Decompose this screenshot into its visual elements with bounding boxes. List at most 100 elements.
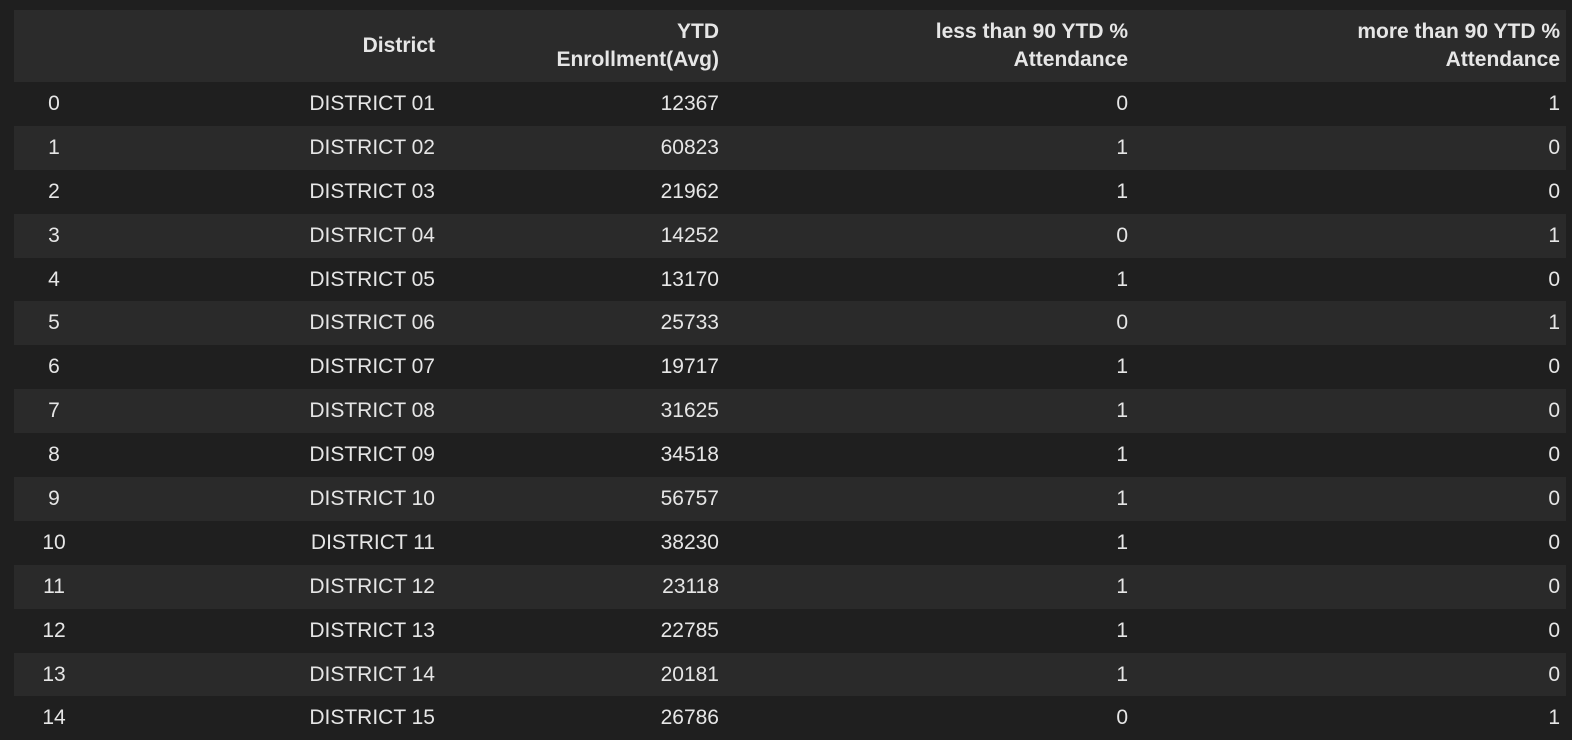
row-index: 2 [48,179,60,203]
district-cell: DISTRICT 07 [309,355,435,379]
table-row: 11 DISTRICT 12 23118 1 0 [14,564,1566,609]
more-than-90-cell: 1 [1548,91,1560,115]
enrollment-cell: 19717 [660,355,719,379]
header-line: Enrollment(Avg) [556,48,719,71]
header-row: District YTD Enrollment(Avg) less than 9… [14,10,1566,82]
district-cell: DISTRICT 12 [309,574,435,598]
header-less-than-90: less than 90 YTD % Attendance [725,10,1134,82]
header-line: Attendance [1013,48,1128,71]
more-than-90-cell: 0 [1548,267,1560,291]
table-row: 10 DISTRICT 11 38230 1 0 [14,520,1566,565]
district-cell: DISTRICT 03 [309,179,435,203]
more-than-90-cell: 0 [1548,135,1560,159]
district-cell: DISTRICT 01 [309,91,435,115]
table-row: 8 DISTRICT 09 34518 1 0 [14,433,1566,478]
district-cell: DISTRICT 10 [309,486,435,510]
enrollment-cell: 31625 [660,399,719,423]
enrollment-cell: 23118 [662,574,719,598]
less-than-90-cell: 0 [1116,311,1128,335]
enrollment-cell: 22785 [660,618,719,642]
less-than-90-cell: 1 [1116,267,1128,291]
district-cell: DISTRICT 02 [309,135,435,159]
enrollment-cell: 38230 [660,530,719,554]
header-line: YTD [677,20,719,43]
more-than-90-cell: 1 [1548,311,1560,335]
more-than-90-cell: 0 [1548,355,1560,379]
table-row: 3 DISTRICT 04 14252 0 1 [14,213,1566,258]
row-index: 4 [48,267,60,291]
district-cell: DISTRICT 06 [309,311,435,335]
less-than-90-cell: 0 [1116,223,1128,247]
enrollment-cell: 25733 [660,311,719,335]
enrollment-cell: 26786 [660,706,719,730]
table-row: 4 DISTRICT 05 13170 1 0 [14,257,1566,302]
table-row: 1 DISTRICT 02 60823 1 0 [14,125,1566,170]
header-line: District [362,34,435,57]
enrollment-cell: 60823 [660,135,719,159]
less-than-90-cell: 1 [1116,399,1128,423]
district-cell: DISTRICT 13 [309,618,435,642]
enrollment-cell: 13170 [660,267,719,291]
enrollment-cell: 34518 [660,443,719,467]
dataframe-table: District YTD Enrollment(Avg) less than 9… [14,10,1566,740]
row-index: 7 [48,399,60,423]
table-row: 12 DISTRICT 13 22785 1 0 [14,608,1566,653]
less-than-90-cell: 0 [1116,91,1128,115]
district-cell: DISTRICT 08 [309,399,435,423]
row-index: 13 [42,662,66,686]
table-row: 2 DISTRICT 03 21962 1 0 [14,169,1566,214]
row-index: 0 [48,91,60,115]
table-row: 13 DISTRICT 14 20181 1 0 [14,652,1566,697]
header-line: Attendance [1445,48,1560,71]
row-index: 5 [48,311,60,335]
enrollment-cell: 14252 [660,223,719,247]
less-than-90-cell: 0 [1116,706,1128,730]
district-cell: DISTRICT 14 [309,662,435,686]
header-line: less than 90 YTD % [935,20,1128,43]
district-cell: DISTRICT 05 [309,267,435,291]
district-cell: DISTRICT 11 [310,530,435,554]
header-enrollment: YTD Enrollment(Avg) [441,10,725,82]
less-than-90-cell: 1 [1116,662,1128,686]
less-than-90-cell: 1 [1116,530,1128,554]
row-index: 11 [43,574,65,598]
less-than-90-cell: 1 [1116,443,1128,467]
more-than-90-cell: 0 [1548,179,1560,203]
table-row: 14 DISTRICT 15 26786 0 1 [14,696,1566,740]
table-row: 6 DISTRICT 07 19717 1 0 [14,345,1566,390]
district-cell: DISTRICT 09 [309,443,435,467]
dataframe-output: District YTD Enrollment(Avg) less than 9… [14,10,1566,740]
district-cell: DISTRICT 04 [309,223,435,247]
enrollment-cell: 20181 [660,662,719,686]
more-than-90-cell: 0 [1548,443,1560,467]
more-than-90-cell: 0 [1548,399,1560,423]
table-row: 0 DISTRICT 01 12367 0 1 [14,82,1566,126]
less-than-90-cell: 1 [1116,355,1128,379]
less-than-90-cell: 1 [1116,135,1128,159]
row-index: 9 [48,486,60,510]
more-than-90-cell: 1 [1548,706,1560,730]
more-than-90-cell: 0 [1548,662,1560,686]
more-than-90-cell: 1 [1548,223,1560,247]
table-row: 7 DISTRICT 08 31625 1 0 [14,389,1566,434]
less-than-90-cell: 1 [1116,618,1128,642]
header-more-than-90: more than 90 YTD % Attendance [1134,10,1566,82]
row-index: 3 [48,223,60,247]
row-index: 1 [48,135,60,159]
less-than-90-cell: 1 [1116,179,1128,203]
less-than-90-cell: 1 [1116,574,1128,598]
more-than-90-cell: 0 [1548,486,1560,510]
more-than-90-cell: 0 [1548,618,1560,642]
row-index: 12 [42,618,66,642]
header-line: more than 90 YTD % [1357,20,1560,43]
more-than-90-cell: 0 [1548,574,1560,598]
table-body: 0 DISTRICT 01 12367 0 1 1 DISTRICT 02 60823 1 0 2 D… [14,82,1566,740]
less-than-90-cell: 1 [1116,486,1128,510]
table-row: 5 DISTRICT 06 25733 0 1 [14,301,1566,346]
header-district: District [94,10,441,82]
table-row: 9 DISTRICT 10 56757 1 0 [14,477,1566,521]
row-index: 14 [42,706,66,730]
header-index [14,10,94,82]
row-index: 8 [48,443,60,467]
enrollment-cell: 21962 [660,179,719,203]
